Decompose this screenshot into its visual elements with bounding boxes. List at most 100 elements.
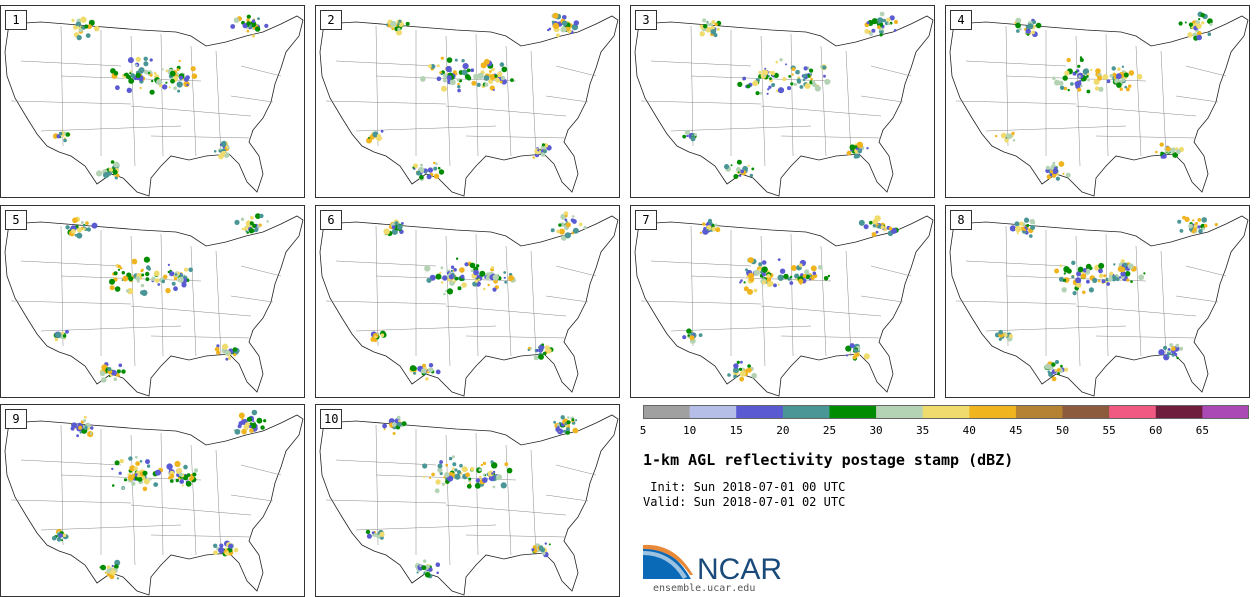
- reflectivity-cell: [1059, 264, 1063, 267]
- reflectivity-cell: [1203, 224, 1208, 228]
- state-boundary: [1135, 45, 1142, 157]
- reflectivity-cell: [790, 82, 794, 86]
- reflectivity-cell: [1112, 72, 1117, 77]
- reflectivity-cell: [135, 276, 140, 281]
- reflectivity-cell: [871, 232, 877, 237]
- reflectivity-cell: [468, 477, 472, 481]
- reflectivity-cell: [565, 214, 568, 218]
- reflectivity-cell: [1032, 222, 1036, 225]
- state-boundary: [555, 65, 597, 77]
- reflectivity-cell: [80, 221, 84, 225]
- reflectivity-cell: [1075, 70, 1078, 74]
- reflectivity-cell: [117, 264, 121, 269]
- reflectivity-cell: [561, 20, 568, 27]
- reflectivity-cell: [1184, 21, 1187, 24]
- reflectivity-cell: [1024, 217, 1029, 222]
- reflectivity-cell: [845, 354, 849, 357]
- reflectivity-cell: [1025, 25, 1030, 29]
- reflectivity-cell: [54, 337, 59, 342]
- reflectivity-cell: [251, 19, 256, 23]
- reflectivity-cell: [785, 63, 787, 66]
- reflectivity-cell: [845, 345, 852, 352]
- reflectivity-cell: [179, 472, 183, 477]
- reflectivity-cell: [436, 76, 442, 82]
- reflectivity-cell: [694, 133, 698, 137]
- reflectivity-cell: [122, 486, 125, 490]
- reflectivity-cell: [435, 273, 442, 280]
- reflectivity-cell: [761, 272, 766, 277]
- reflectivity-cell: [177, 89, 181, 93]
- state-boundary: [445, 434, 451, 566]
- reflectivity-cell: [134, 455, 138, 459]
- reflectivity-cell: [391, 28, 394, 31]
- reflectivity-cell: [436, 64, 440, 68]
- state-boundary: [335, 60, 437, 67]
- reflectivity-cell: [751, 167, 755, 171]
- state-boundary: [820, 245, 827, 357]
- reflectivity-cell: [733, 174, 739, 179]
- reflectivity-cell: [551, 20, 555, 24]
- reflectivity-cell: [1187, 32, 1193, 38]
- reflectivity-cell: [147, 71, 151, 75]
- reflectivity-cell: [131, 481, 136, 486]
- reflectivity-cell: [465, 472, 470, 478]
- reflectivity-cell: [479, 475, 482, 479]
- postage-stamp-panel: 8: [945, 205, 1250, 398]
- reflectivity-cell: [489, 70, 492, 73]
- reflectivity-cell: [241, 428, 247, 435]
- reflectivity-cell: [112, 169, 118, 175]
- reflectivity-cell: [1077, 64, 1081, 68]
- reflectivity-cell: [107, 367, 112, 372]
- reflectivity-cell: [118, 471, 122, 475]
- state-boundary: [965, 260, 1067, 267]
- reflectivity-cell: [787, 86, 791, 91]
- reflectivity-cell: [62, 533, 67, 537]
- reflectivity-cell: [1171, 346, 1176, 351]
- reflectivity-cell: [228, 543, 234, 549]
- reflectivity-cell: [798, 263, 803, 268]
- reflectivity-cell: [1126, 278, 1130, 282]
- reflectivity-cell: [213, 150, 217, 153]
- state-boundary: [530, 50, 537, 157]
- state-boundary: [375, 424, 379, 546]
- reflectivity-cell: [170, 479, 174, 483]
- reflectivity-cell: [397, 421, 402, 427]
- reflectivity-cell: [492, 274, 499, 281]
- colorbar-swatch: [969, 405, 1017, 419]
- state-boundary: [1075, 235, 1081, 367]
- reflectivity-cell: [1169, 343, 1174, 348]
- reflectivity-cell: [1119, 87, 1123, 91]
- reflectivity-cell: [442, 78, 447, 83]
- reflectivity-cell: [1016, 232, 1019, 235]
- reflectivity-cell: [440, 72, 443, 76]
- reflectivity-cell: [686, 328, 692, 334]
- reflectivity-cell: [1052, 161, 1056, 165]
- reflectivity-cell: [1177, 219, 1182, 224]
- reflectivity-cell: [256, 417, 263, 424]
- coastline: [319, 15, 619, 197]
- reflectivity-cell: [1120, 271, 1126, 277]
- reflectivity-cell: [176, 72, 179, 75]
- reflectivity-cell: [246, 416, 252, 422]
- reflectivity-cell: [117, 268, 121, 271]
- colorbar-swatch: [922, 405, 970, 419]
- reflectivity-cell: [1075, 277, 1082, 284]
- state-boundary: [545, 95, 589, 103]
- reflectivity-cell: [128, 276, 134, 282]
- reflectivity-cell: [478, 468, 482, 472]
- reflectivity-cell: [1127, 263, 1134, 270]
- reflectivity-cell: [1198, 228, 1203, 234]
- reflectivity-cell: [1167, 355, 1170, 358]
- reflectivity-cell: [495, 77, 500, 83]
- colorbar-swatch: [689, 405, 737, 419]
- reflectivity-cell: [453, 268, 457, 272]
- reflectivity-cell: [1058, 80, 1064, 86]
- reflectivity-cell: [454, 468, 458, 472]
- reflectivity-cell: [1019, 221, 1024, 226]
- state-boundary: [545, 295, 589, 303]
- reflectivity-cell: [1102, 74, 1109, 80]
- state-boundary: [130, 35, 136, 167]
- reflectivity-cell: [1176, 356, 1179, 360]
- reflectivity-cell: [1160, 155, 1164, 159]
- state-boundary: [845, 50, 852, 157]
